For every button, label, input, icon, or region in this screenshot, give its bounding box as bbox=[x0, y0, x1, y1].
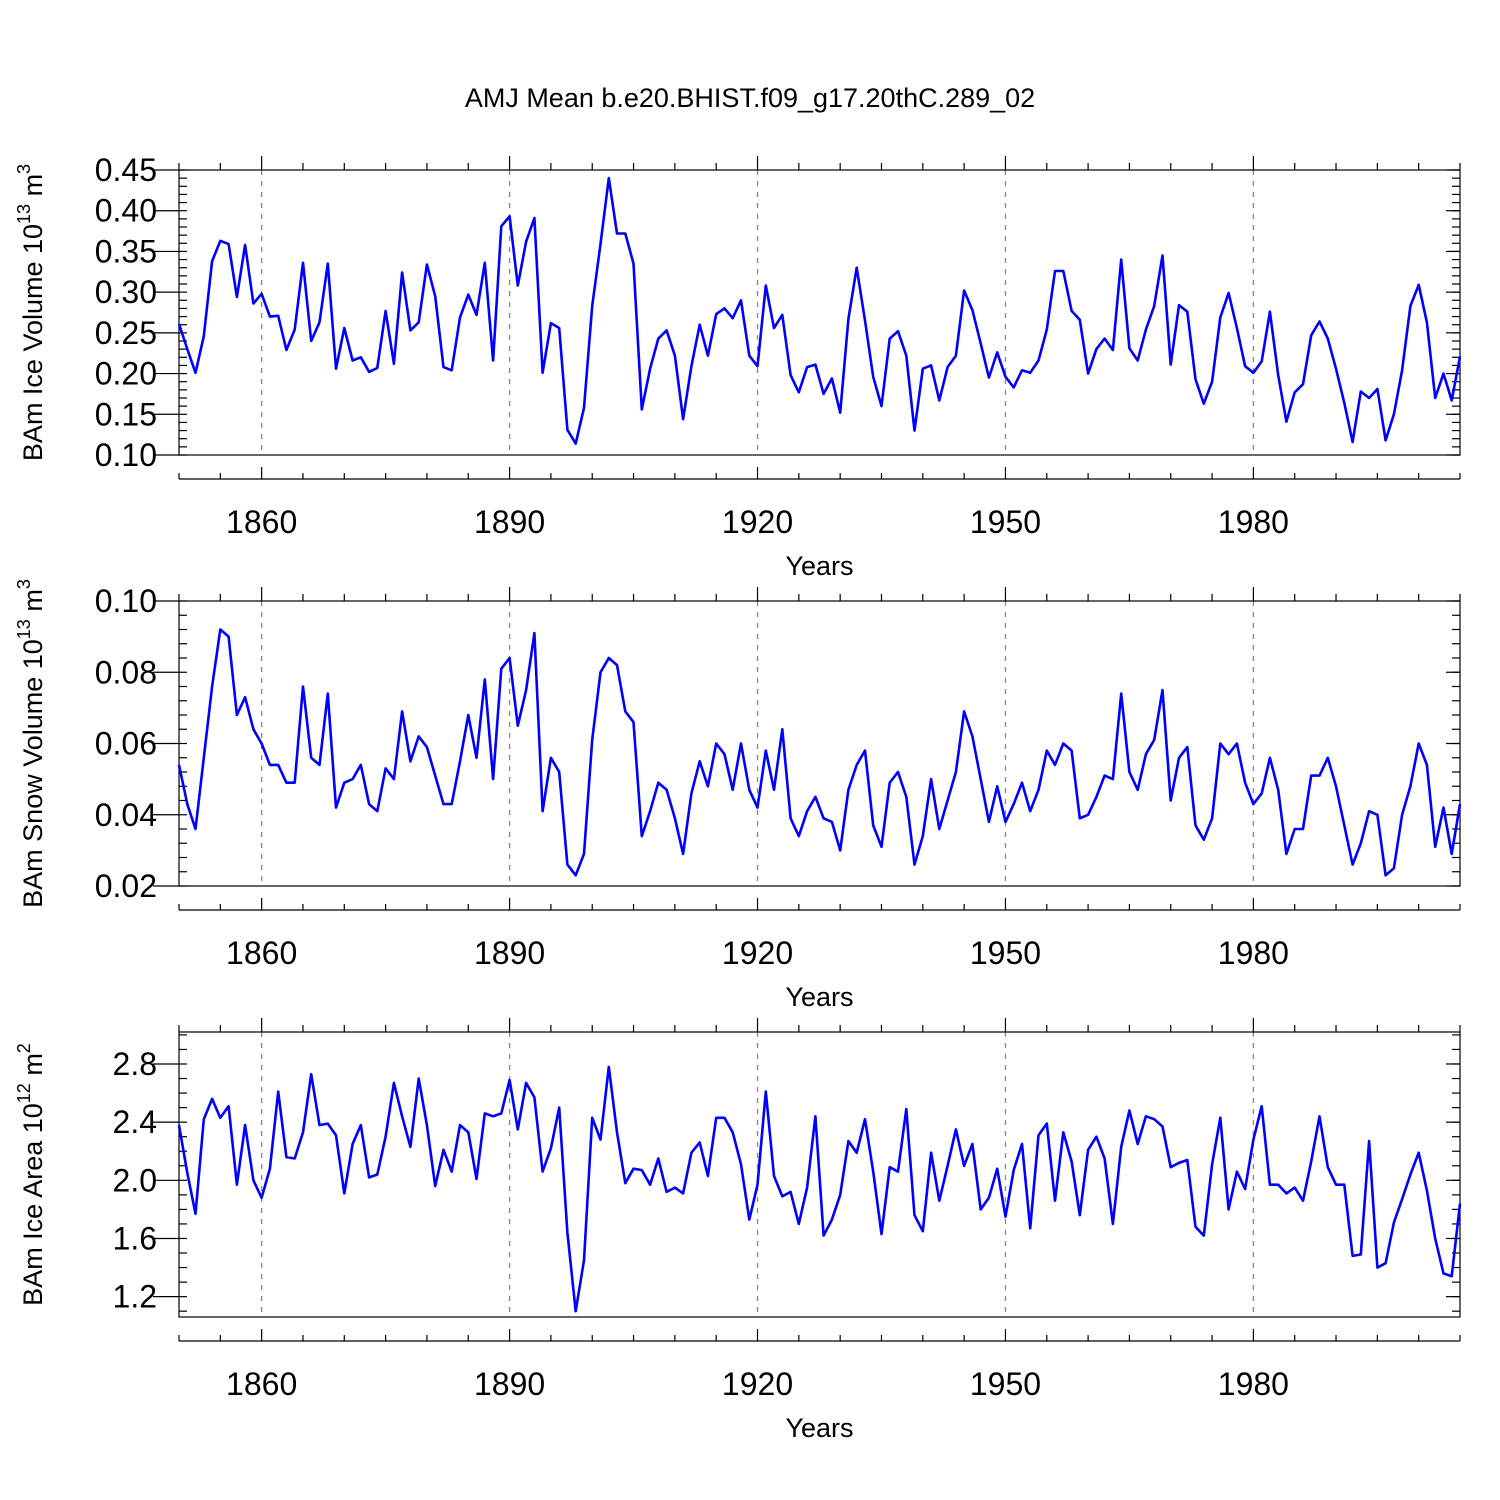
x-tick-label: 1890 bbox=[474, 504, 545, 540]
ice-volume-panel: 1860 1890 1920 1950 1980 Years 0.10 0.15 0.20 0.2… bbox=[14, 152, 1462, 581]
y-tick-label: 0.10 bbox=[95, 437, 157, 473]
x-tick-label: 1860 bbox=[226, 1366, 297, 1402]
y-axis-title-exponent: 13 bbox=[14, 619, 34, 639]
x-axis-title: Years bbox=[785, 982, 853, 1012]
y-axis-title-main: BAm Ice Area 10 bbox=[18, 1103, 48, 1306]
y-axis-title-exponent: 12 bbox=[14, 1083, 34, 1103]
x-tick-label: 1890 bbox=[474, 1366, 545, 1402]
y-axis-title-exponent: 13 bbox=[14, 204, 34, 224]
x-tick-label: 1950 bbox=[970, 935, 1041, 971]
y-tick-label: 2.8 bbox=[113, 1046, 157, 1082]
figure-title: AMJ Mean b.e20.BHIST.f09_g17.20thC.289_0… bbox=[465, 83, 1035, 113]
ice-volume-series-line bbox=[177, 176, 1462, 445]
y-tick-label: 0.35 bbox=[95, 233, 157, 269]
y-tick-label: 2.4 bbox=[113, 1104, 157, 1140]
snow-volume-panel: 1860 1890 1920 1950 1980 Years 0.02 0.04 0.06 0.0… bbox=[14, 579, 1462, 1012]
x-tick-label: 1920 bbox=[722, 935, 793, 971]
y-axis-title-unit: m bbox=[18, 1053, 48, 1083]
x-axis-title: Years bbox=[785, 1413, 853, 1443]
plot-frame bbox=[178, 600, 1461, 887]
x-tick-label: 1920 bbox=[722, 1366, 793, 1402]
y-tick-label: 0.08 bbox=[95, 654, 157, 690]
y-axis-title: BAm Snow Volume 1013 m3 bbox=[14, 579, 48, 908]
y-tick-label: 1.6 bbox=[113, 1220, 157, 1256]
y-axis-title: BAm Ice Volume 1013 m3 bbox=[14, 164, 48, 461]
y-tick-label: 0.15 bbox=[95, 396, 157, 432]
x-tick-label: 1950 bbox=[970, 504, 1041, 540]
y-axis-title-unit-exponent: 2 bbox=[14, 1043, 34, 1053]
ice-area-series-line bbox=[177, 1065, 1462, 1313]
x-axis-title: Years bbox=[785, 551, 853, 581]
y-axis-title-main: BAm Ice Volume 10 bbox=[18, 224, 48, 461]
y-tick-label: 0.25 bbox=[95, 315, 157, 351]
y-tick-label: 0.20 bbox=[95, 356, 157, 392]
y-tick-label: 0.30 bbox=[95, 274, 157, 310]
y-tick-label: 1.2 bbox=[113, 1279, 157, 1315]
y-axis-title-unit-exponent: 3 bbox=[14, 579, 34, 589]
y-tick-label: 0.10 bbox=[95, 583, 157, 619]
x-tick-label: 1980 bbox=[1218, 504, 1289, 540]
y-tick-label: 0.40 bbox=[95, 193, 157, 229]
y-tick-label: 0.04 bbox=[95, 797, 157, 833]
y-tick-label: 2.0 bbox=[113, 1162, 157, 1198]
x-tick-label: 1920 bbox=[722, 504, 793, 540]
y-axis-title: BAm Ice Area 1012 m2 bbox=[14, 1043, 48, 1306]
x-tick-label: 1860 bbox=[226, 504, 297, 540]
y-axis-title-main: BAm Snow Volume 10 bbox=[18, 639, 48, 908]
y-tick-label: 0.06 bbox=[95, 726, 157, 762]
x-tick-label: 1980 bbox=[1218, 935, 1289, 971]
y-tick-label: 0.45 bbox=[95, 152, 157, 188]
y-axis-title-unit: m bbox=[18, 174, 48, 204]
x-tick-label: 1860 bbox=[226, 935, 297, 971]
x-tick-label: 1950 bbox=[970, 1366, 1041, 1402]
x-tick-label: 1890 bbox=[474, 935, 545, 971]
y-axis-title-unit-exponent: 3 bbox=[14, 164, 34, 174]
y-axis-title-unit: m bbox=[18, 589, 48, 619]
plot-frame bbox=[178, 169, 1461, 456]
snow-volume-series-line bbox=[177, 628, 1462, 877]
x-tick-label: 1980 bbox=[1218, 1366, 1289, 1402]
ice-area-panel: 1860 1890 1920 1950 1980 Years 1.2 1.6 2.0 2.4 2.8… bbox=[14, 1018, 1462, 1443]
y-tick-label: 0.02 bbox=[95, 868, 157, 904]
plot-frame bbox=[178, 1031, 1461, 1318]
